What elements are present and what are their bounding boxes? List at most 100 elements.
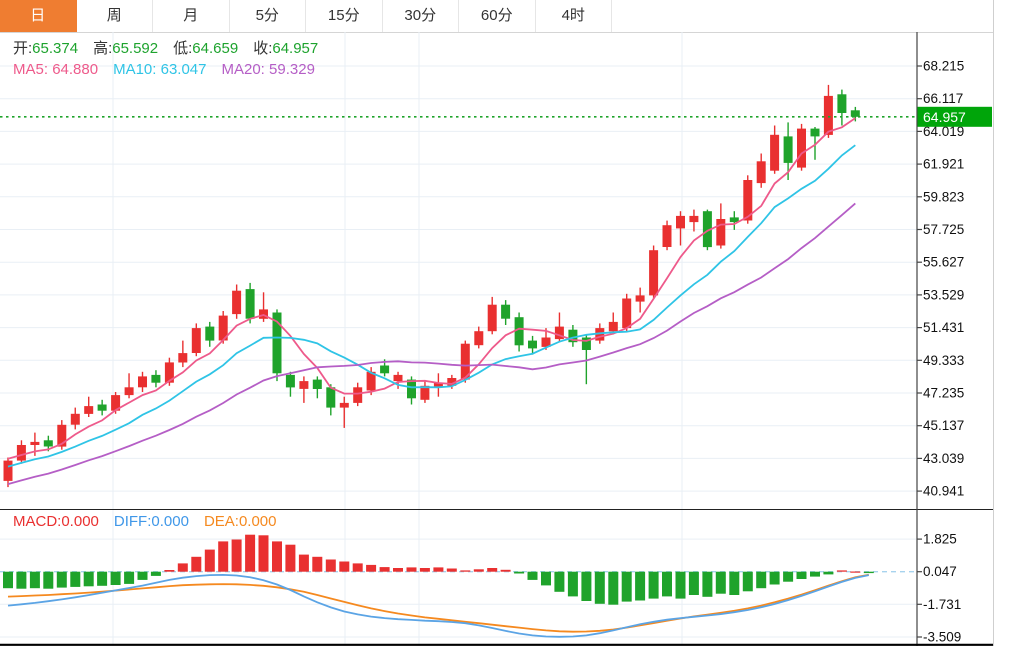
ma20-value: 59.329 (269, 61, 315, 78)
period-tab-bar: 日周月 5分 15分 30分 60分 4时 (0, 0, 993, 33)
price-badge-bg (917, 106, 992, 127)
ma5-legend: MA5: 64.880 (13, 61, 98, 78)
macd-bar (836, 570, 847, 572)
macd-bar (783, 571, 794, 582)
macd-bar (594, 571, 605, 604)
macd-bar (487, 568, 498, 572)
macd-bar (527, 571, 538, 580)
macd-panel-chart[interactable]: 1.825 0.047 -1.731 -3.509 (0, 509, 993, 646)
macd-bar (83, 571, 94, 587)
macd-bar (97, 571, 108, 586)
macd-bar (231, 539, 242, 572)
macd-bar (473, 569, 484, 572)
tab-period-4[interactable]: 5分 (229, 0, 306, 32)
candle-body (433, 382, 443, 388)
macd-bar (204, 549, 215, 572)
ohlc-readout: 开:65.374 高:65.592 低:64.659 收:64.957 (13, 37, 333, 58)
candle-body (622, 298, 632, 329)
tab-period-2[interactable]: 周 (76, 0, 153, 32)
candle-body (716, 219, 726, 246)
candle-body (487, 304, 497, 332)
candle-body (783, 136, 793, 163)
candle-body (554, 326, 564, 340)
candle-body (608, 321, 618, 332)
macd-bar (769, 571, 780, 585)
macd-bar (379, 567, 390, 572)
macd-bar (608, 571, 619, 605)
candle-body (339, 402, 349, 408)
candle-body (447, 378, 457, 386)
macd-bar (150, 571, 161, 576)
macd-histogram (3, 534, 874, 605)
macd-bar (29, 571, 40, 589)
ma20-legend: MA20: 59.329 (222, 61, 315, 78)
candle-body (635, 295, 645, 302)
macd-bar (56, 571, 67, 588)
price-badge-text: 64.957 (923, 109, 966, 125)
tab-period-3[interactable]: 月 (153, 0, 230, 32)
macd-bar (715, 571, 726, 594)
candle-body (743, 180, 753, 221)
dea-label: DEA: (203, 513, 239, 530)
candle-body (756, 161, 766, 184)
diff-line (7, 573, 869, 638)
candle-body (366, 371, 376, 391)
close-readout: 收:64.957 (253, 37, 318, 58)
candle-body (460, 343, 470, 380)
open-value: 65.374 (32, 40, 79, 57)
candle-body (837, 94, 847, 113)
macd-bar (662, 571, 672, 597)
candle-body (729, 217, 739, 223)
high-readout: 高:65.592 (93, 37, 158, 58)
tab-period-8[interactable]: 4时 (535, 0, 612, 32)
candle-body (797, 128, 806, 168)
macd-bar (460, 570, 471, 572)
y-axis-tick-label: 0.047 (923, 564, 957, 579)
ma5-value: 64.880 (52, 61, 99, 78)
dea-readout: DEA:0.000 (204, 513, 277, 530)
candle-body (676, 215, 685, 229)
y-axis-tick-label: 51.431 (923, 320, 964, 335)
candle-body (568, 329, 578, 343)
open-label: 开: (13, 40, 33, 57)
main-candlestick-chart[interactable]: 68.215 66.117 64.019 61.921 59.823 57.725 55.6… (0, 32, 993, 509)
macd-bar (863, 571, 874, 574)
macd-bar (245, 534, 256, 572)
tab-period-6[interactable]: 30分 (382, 0, 459, 32)
candle-body (30, 441, 40, 445)
candle-body (285, 374, 295, 388)
macd-value: 0.000 (61, 513, 99, 530)
open-readout: 开:65.374 (13, 37, 78, 58)
macd-bar (16, 571, 27, 589)
candle-body (138, 376, 147, 388)
tab-period-1[interactable]: 日 (0, 0, 77, 32)
close-label: 收: (253, 40, 273, 57)
macd-bar (218, 541, 229, 572)
high-value: 65.592 (112, 40, 159, 57)
candle-body (151, 374, 161, 383)
candle-body (218, 315, 228, 341)
y-axis-tick-label: 49.333 (923, 353, 964, 368)
candle-body (474, 331, 484, 346)
macd-legend: MACD:0.000 DIFF:0.000 DEA:0.000 (13, 513, 292, 530)
candle-body (84, 406, 94, 414)
ma20-line (7, 202, 856, 485)
main-y-tick-labels: 68.215 66.117 64.019 61.921 59.823 57.725 55.6… (917, 59, 964, 499)
candle-body (124, 387, 134, 396)
candle-body (326, 387, 336, 408)
macd-bar (272, 541, 282, 572)
tab-period-5[interactable]: 15分 (306, 0, 383, 32)
y-axis-tick-label: 53.529 (923, 287, 964, 302)
macd-bar (110, 571, 121, 585)
diff-value: 0.000 (151, 513, 189, 530)
candle-body (514, 317, 524, 346)
macd-bar (729, 571, 740, 595)
candle-body (823, 95, 833, 135)
y-axis-tick-label: 55.627 (923, 255, 964, 270)
y-axis-tick-label: 45.137 (923, 418, 964, 433)
macd-bar (810, 571, 820, 577)
high-label: 高: (93, 40, 113, 57)
candle-body (111, 395, 121, 411)
tab-period-7[interactable]: 60分 (459, 0, 536, 32)
